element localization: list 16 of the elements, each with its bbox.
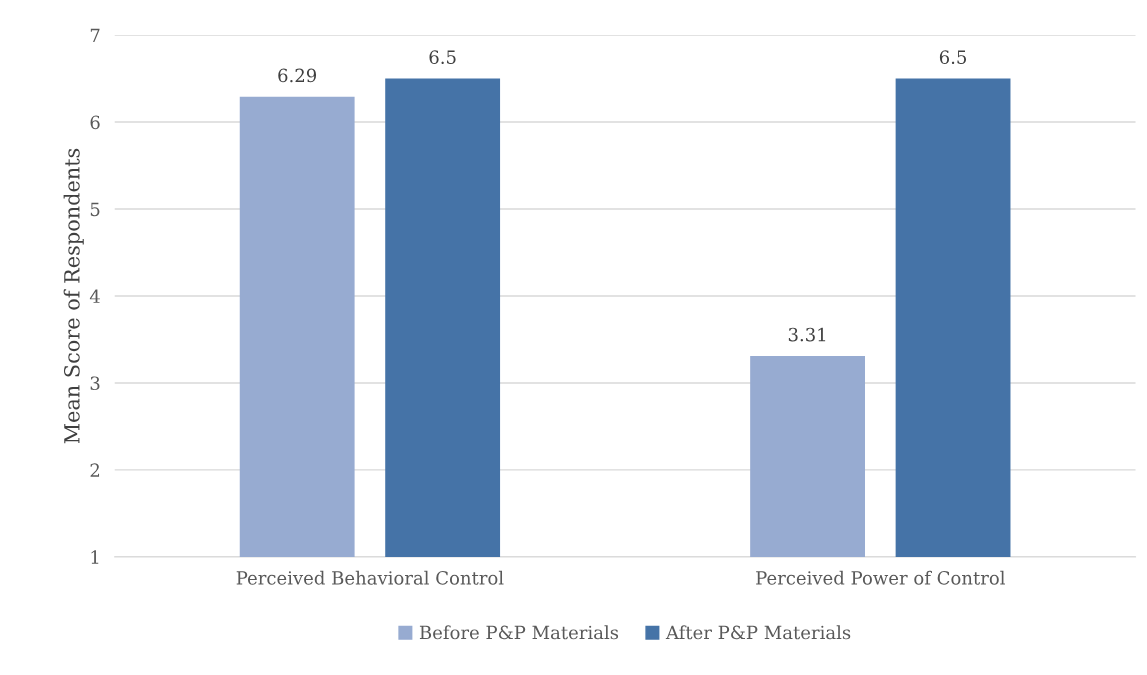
data-label: 6.5 [939, 50, 967, 64]
y-tick-label: 6 [90, 115, 100, 130]
x-tick-label: Perceived Behavioral Control [236, 570, 504, 585]
y-tick-label: 1 [91, 550, 99, 564]
data-label: 6.29 [278, 68, 317, 83]
y-tick-label: 7 [90, 28, 100, 42]
x-tick-label: Perceived Power of Control [756, 570, 1005, 585]
y-axis-title: Mean Score of Respondents [63, 148, 84, 444]
y-tick-label: 5 [90, 202, 100, 217]
y-tick-label: 3 [90, 376, 100, 391]
data-label: 6.5 [429, 50, 456, 64]
legend-label: After P&P Materials [665, 625, 851, 640]
y-tick-label: 4 [89, 289, 100, 303]
y-tick-label: 2 [90, 463, 100, 477]
legend-label: Before P&P Materials [419, 625, 619, 640]
data-label: 3.31 [788, 327, 826, 342]
